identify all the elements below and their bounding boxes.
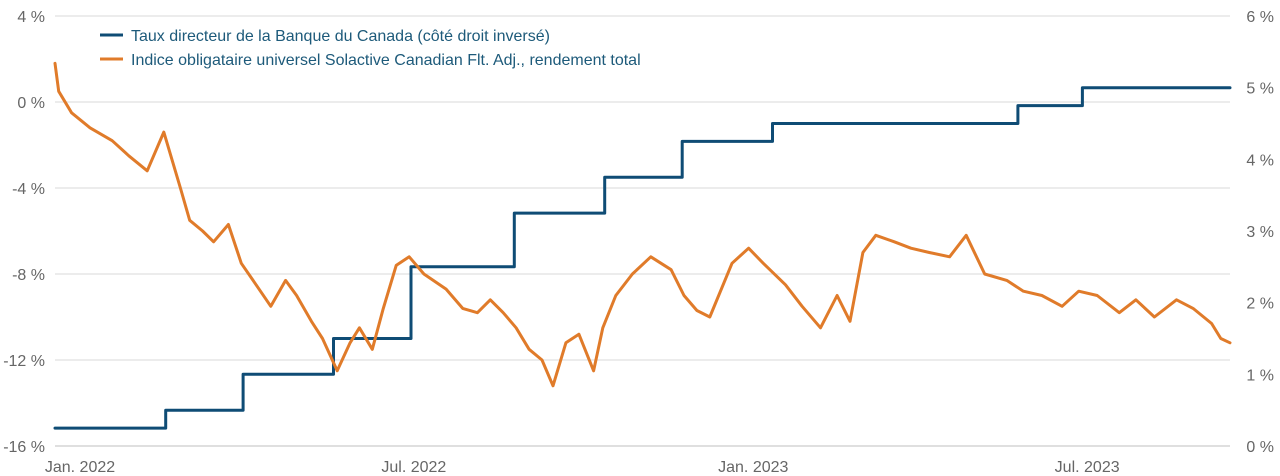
series-line-bond-index	[53, 61, 1232, 388]
y-left-tick-label: 0 %	[17, 95, 45, 112]
y-right-tick-label: 2 %	[1246, 296, 1274, 313]
x-axis: Jan. 2022 Jul. 2022 Jan. 2023 Jul. 2023	[45, 459, 1120, 476]
series-line-policy-rate	[53, 86, 1232, 430]
y-right-tick-label: 4 %	[1246, 152, 1274, 169]
left-axis: 4 % 0 % -4 % -8 % -12 % -16 %	[3, 9, 45, 456]
x-tick-label: Jul. 2022	[381, 459, 446, 476]
y-left-tick-label: -4 %	[12, 181, 45, 198]
y-left-tick-label: -16 %	[3, 439, 45, 456]
x-tick-label: Jan. 2023	[718, 459, 788, 476]
y-left-tick-label: -8 %	[12, 267, 45, 284]
y-right-tick-label: 5 %	[1246, 81, 1274, 98]
y-right-tick-label: 3 %	[1246, 224, 1274, 241]
y-left-tick-label: -12 %	[3, 353, 45, 370]
x-tick-label: Jul. 2023	[1055, 459, 1120, 476]
y-right-tick-label: 6 %	[1246, 9, 1274, 26]
y-left-tick-label: 4 %	[17, 9, 45, 26]
grid-layer	[55, 15, 1230, 447]
legend: Taux directeur de la Banque du Canada (c…	[100, 28, 641, 69]
x-tick-label: Jan. 2022	[45, 459, 115, 476]
right-axis: 6 % 5 % 4 % 3 % 2 % 1 % 0 %	[1246, 9, 1274, 456]
legend-label-policy-rate: Taux directeur de la Banque du Canada (c…	[131, 28, 550, 45]
y-right-tick-label: 1 %	[1246, 367, 1274, 384]
y-right-tick-label: 0 %	[1246, 439, 1274, 456]
series-layer	[53, 61, 1232, 430]
legend-label-bond-index: Indice obligataire universel Solactive C…	[131, 52, 641, 69]
